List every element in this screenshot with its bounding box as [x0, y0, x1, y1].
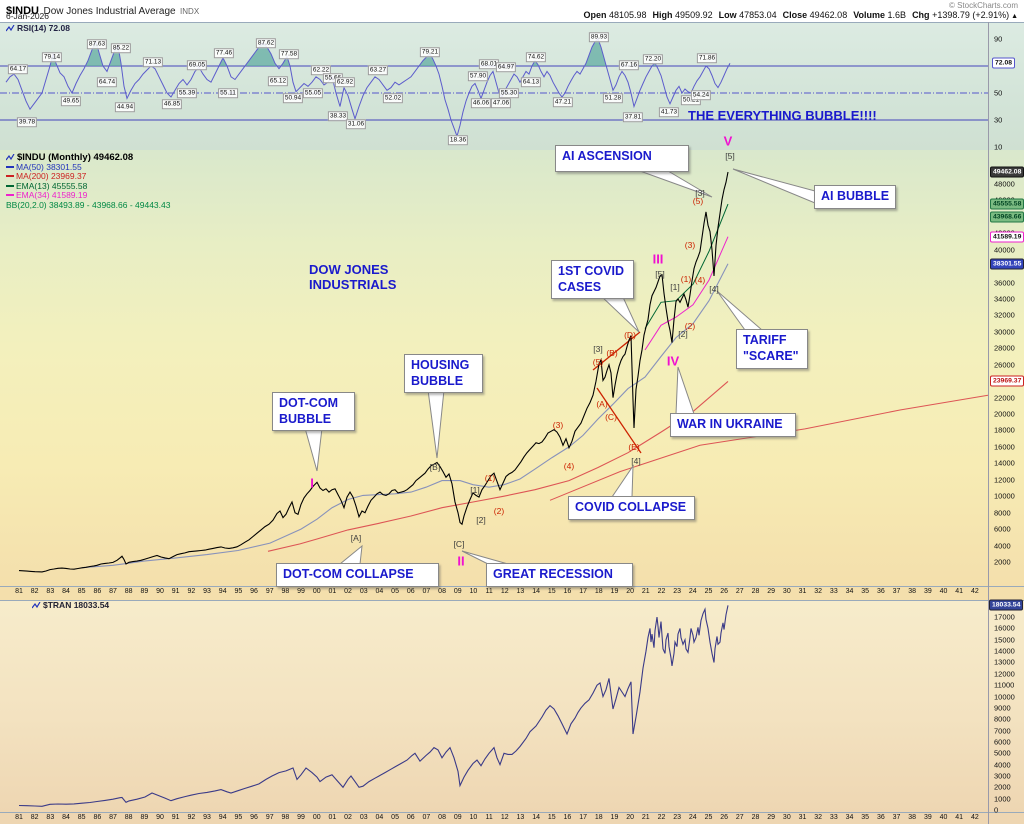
- quote-key: Open: [583, 10, 607, 20]
- quote-strip: Open 48105.98 High 49509.92 Low 47853.04 Cl…: [577, 10, 1018, 20]
- callout-tail-dot-com-collapse: [338, 544, 363, 565]
- ema34-line: [644, 236, 729, 351]
- tran-panel: [0, 600, 1024, 813]
- axis-separator: [988, 22, 989, 824]
- legend-text: MA(50) 38301.55: [16, 161, 82, 172]
- symbol: $INDU: [6, 5, 40, 17]
- quote-value: 49462.08: [807, 10, 848, 20]
- ma50-line: [81, 263, 729, 569]
- ma200-line: [267, 380, 729, 552]
- tran-line: [18, 605, 729, 807]
- quote-value: 48105.98: [606, 10, 647, 20]
- callout-tail-dot-com-bubble: [304, 427, 323, 472]
- exchange: INDX: [180, 7, 200, 16]
- stockcharts-credit: © StockCharts.com: [948, 1, 1018, 10]
- legend-row: EMA(34) 41589.19: [6, 190, 170, 201]
- legend-text: $INDU (Monthly) 49462.08: [17, 152, 134, 163]
- elliott-trendline: [596, 387, 642, 454]
- elliott-trendline: [592, 331, 641, 371]
- quote-value: 1.6B: [885, 10, 907, 20]
- chart-header: $INDU Dow Jones Industrial Average INDX …: [0, 0, 1024, 22]
- callout-tail-ai-ascension: [639, 170, 713, 198]
- support-trendline: [549, 394, 989, 501]
- symbol-name: Dow Jones Industrial Average: [43, 6, 176, 17]
- legend-text: EMA(34) 41589.19: [16, 190, 88, 200]
- callout-tail-ai-bubble: [732, 168, 816, 204]
- quote-key: Volume: [853, 10, 886, 20]
- legend-text: MA(200) 23969.37: [16, 171, 87, 181]
- rsi-line: [5, 38, 731, 138]
- quote-value: +1398.79 (+2.91%): [929, 10, 1010, 20]
- chart-date: 6-Jan-2026: [6, 11, 50, 21]
- indicator-icon: [31, 601, 41, 609]
- x-axis-tran: [0, 812, 1024, 824]
- quote-key: Low: [718, 10, 737, 20]
- quote-key: High: [652, 10, 673, 20]
- legend-text: BB(20,2.0) 38493.89 - 43968.66 - 49443.4…: [6, 199, 171, 210]
- annotation-dow-jones-industrials: DOW JONES INDUSTRIALS: [309, 262, 397, 292]
- callout-tail-great-recession: [461, 550, 509, 565]
- legend-row: BB(20,2.0) 38493.89 - 43968.66 - 49443.4…: [6, 199, 171, 211]
- rsi-overbought-fill: [6, 39, 730, 66]
- price-line: [18, 171, 729, 573]
- quote-key: Close: [782, 10, 808, 20]
- main-legend: $INDU (Monthly) 49462.08 MA(50) 38301.55 M…: [5, 152, 171, 211]
- change-up-arrow: ▲: [1009, 13, 1018, 20]
- callout-tail-tariff-scare: [716, 290, 764, 331]
- callout-tail-first-covid-cases: [598, 294, 640, 333]
- quote-value: 49509.92: [672, 10, 713, 20]
- legend-row: $INDU (Monthly) 49462.08: [5, 152, 170, 163]
- ema13-line: [644, 203, 729, 329]
- price-panel: [0, 150, 1024, 586]
- callout-tail-war-in-ukraine: [675, 366, 695, 415]
- indicator-icon: [5, 24, 15, 32]
- legend-row: MA(200) 23969.37: [6, 171, 170, 182]
- legend-row: MA(50) 38301.55: [6, 161, 170, 173]
- legend-row: EMA(13) 45555.58: [6, 180, 170, 192]
- annotation-everything-bubble: THE EVERYTHING BUBBLE!!!!: [688, 108, 877, 123]
- callout-tail-housing-bubble: [427, 389, 445, 459]
- tran-legend: $TRAN 18033.54: [31, 600, 109, 611]
- line-swatch: [6, 175, 14, 177]
- quote-value: 47853.04: [736, 10, 777, 20]
- line-swatch: [6, 184, 14, 187]
- rsi-legend: RSI(14) 72.08: [5, 23, 70, 34]
- legend-text: EMA(13) 45555.58: [16, 180, 88, 191]
- series-icon: [5, 153, 15, 161]
- quote-key: Chg: [912, 10, 930, 20]
- line-swatch: [6, 165, 14, 168]
- line-swatch: [6, 194, 14, 196]
